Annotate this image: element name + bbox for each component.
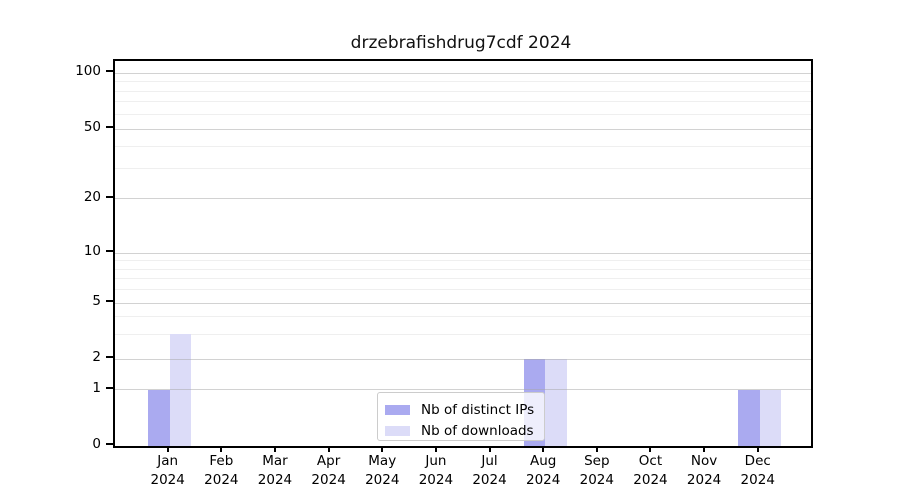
gridline-major (115, 252, 811, 254)
legend: Nb of distinct IPs Nb of downloads (377, 392, 545, 441)
x-tick-label-month: Jul (481, 453, 498, 469)
x-tick-label-month: Nov (690, 453, 718, 469)
gridline-minor (115, 113, 811, 115)
x-tick-label-year: 2024 (740, 472, 775, 488)
gridline-minor (115, 333, 811, 335)
x-tick-label-year: 2024 (257, 472, 293, 488)
x-tick-label: Aug 2024 (503, 452, 583, 490)
y-tick-label: 20 (83, 188, 101, 205)
x-tick-label-month: Aug (529, 453, 557, 469)
x-tick-label: Oct 2024 (610, 452, 690, 490)
legend-label-distinct-ips: Nb of distinct IPs (421, 401, 535, 418)
gridline-minor (115, 167, 811, 169)
y-tick-mark (106, 386, 113, 389)
x-tick-label-month: May (368, 453, 397, 469)
x-tick-label-month: Mar (262, 453, 288, 469)
gridline-minor (115, 268, 811, 270)
gridline-minor (115, 316, 811, 318)
x-tick-label-month: Jan (157, 453, 179, 469)
y-tick-mark (106, 300, 113, 302)
y-tick-label: 10 (83, 242, 101, 259)
x-tick-label: Jul 2024 (450, 452, 530, 490)
x-tick-mark (756, 446, 759, 452)
x-tick-label-year: 2024 (686, 472, 722, 488)
y-tick-label: 100 (75, 63, 101, 79)
x-tick-label-year: 2024 (311, 472, 346, 488)
x-tick-label: Apr 2024 (289, 452, 369, 490)
x-tick-label-year: 2024 (472, 472, 507, 488)
gridline-minor (115, 260, 811, 262)
gridline-minor (115, 90, 811, 92)
x-tick-label: Dec 2024 (718, 452, 798, 490)
x-tick-label-month: Jun (425, 453, 447, 469)
legend-item-distinct-ips: Nb of distinct IPs (385, 399, 544, 420)
gridline-major (115, 389, 811, 391)
y-tick-label: 50 (83, 118, 101, 135)
bar-downloads (759, 389, 782, 446)
legend-swatch-distinct-ips-icon (385, 404, 410, 415)
gridline-minor (115, 289, 811, 291)
x-tick-label-year: 2024 (150, 472, 185, 488)
x-tick-label: Sep 2024 (557, 452, 637, 490)
x-tick-label-month: Sep (584, 453, 610, 469)
x-tick-mark (166, 446, 169, 452)
x-tick-mark (220, 446, 223, 452)
x-tick-label: Feb 2024 (181, 452, 261, 490)
y-tick-label: 0 (92, 436, 101, 452)
plot-area (113, 59, 813, 448)
y-tick-mark (106, 443, 113, 445)
y-tick-label: 1 (92, 379, 101, 396)
gridline-major (115, 302, 811, 304)
gridline-minor (115, 145, 811, 147)
x-tick-label-year: 2024 (365, 472, 400, 488)
x-tick-label-month: Apr (316, 453, 341, 469)
gridline-minor (115, 278, 811, 280)
x-tick-mark (381, 446, 384, 452)
x-tick-mark (434, 446, 437, 452)
x-tick-mark (273, 446, 276, 452)
y-tick-label: 5 (92, 293, 101, 309)
gridline-minor (115, 101, 811, 103)
legend-item-downloads: Nb of downloads (385, 420, 544, 441)
x-tick-label: May 2024 (342, 452, 422, 490)
x-tick-label-year: 2024 (418, 472, 454, 488)
x-tick-mark (649, 446, 652, 452)
gridline-major (115, 72, 811, 74)
gridline-major (115, 198, 811, 200)
x-tick-mark (542, 446, 545, 452)
bar-distinct-ips (148, 389, 170, 446)
gridline-major (115, 358, 811, 360)
y-tick-label: 2 (92, 348, 101, 365)
y-tick-mark (106, 249, 113, 252)
bar-downloads (545, 359, 567, 446)
x-tick-label-year: 2024 (579, 472, 614, 488)
x-tick-label-month: Oct (638, 453, 663, 469)
x-tick-label-year: 2024 (204, 472, 239, 488)
x-tick-label: Mar 2024 (235, 452, 315, 490)
x-tick-label-month: Feb (209, 453, 234, 469)
y-tick-mark (106, 70, 113, 72)
bar-distinct-ips (738, 389, 760, 446)
x-tick-label: Jan 2024 (128, 452, 208, 490)
x-tick-label-year: 2024 (525, 472, 561, 488)
x-tick-label-year: 2024 (633, 472, 668, 488)
y-tick-mark (106, 125, 113, 128)
y-tick-mark (106, 195, 113, 198)
gridline-major (115, 128, 811, 130)
y-tick-mark (106, 355, 113, 358)
legend-swatch-downloads-icon (385, 425, 410, 436)
x-tick-mark (488, 446, 491, 452)
gridline-minor (115, 81, 811, 83)
x-tick-label: Jun 2024 (396, 452, 476, 490)
legend-label-downloads: Nb of downloads (421, 422, 534, 439)
x-tick-label: Nov 2024 (664, 452, 744, 490)
x-tick-mark (595, 446, 598, 452)
chart-title: drzebrafishdrug7cdf 2024 (350, 33, 572, 53)
x-tick-mark (327, 446, 330, 452)
x-tick-label-month: Dec (744, 453, 771, 469)
x-tick-mark (703, 446, 706, 452)
